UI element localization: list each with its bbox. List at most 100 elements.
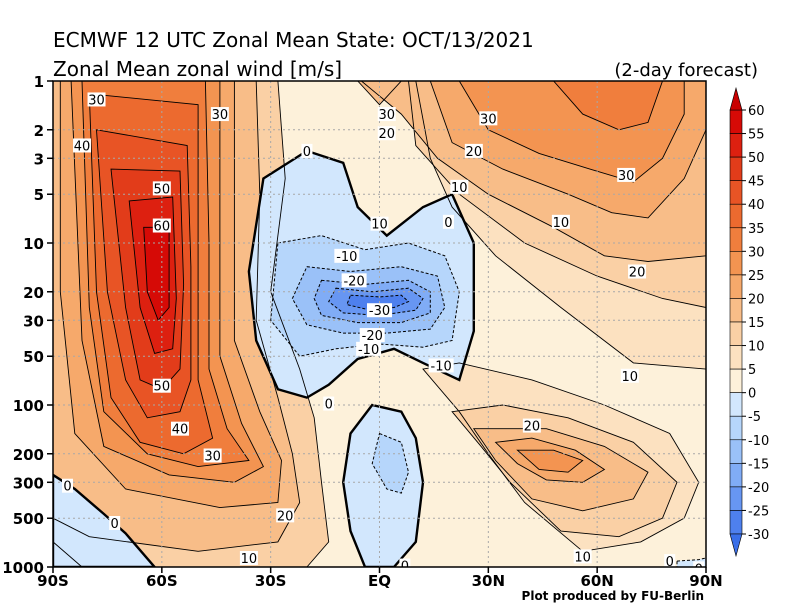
colorbar-label: 25 — [748, 269, 765, 284]
contour-label-text: -10 — [358, 343, 379, 358]
contour-label-bg — [370, 216, 389, 231]
contour-line-24 — [291, 266, 446, 334]
contour-line-5 — [88, 93, 214, 455]
contour-label-29: 0 — [323, 396, 335, 413]
colorbar-label: -30 — [748, 528, 769, 543]
contour-line-29 — [371, 432, 410, 494]
colorbar-cell — [729, 203, 743, 229]
y-tick-label: 10 — [23, 235, 44, 253]
contour-line-3 — [70, 81, 264, 483]
colorbar-label: 5 — [748, 363, 756, 378]
contour-label-bg — [210, 107, 229, 122]
contour-label-bg — [617, 167, 636, 182]
contour-label-bg — [109, 515, 121, 530]
contour-line-6 — [96, 129, 192, 419]
contour-label-text: 0 — [303, 145, 311, 160]
colorbar-label: -20 — [748, 481, 769, 496]
x-tick-label: 60S — [146, 572, 178, 590]
contour-label-34: 0 — [664, 554, 676, 570]
contour-label-17: 10 — [450, 179, 469, 196]
contour-line-7 — [110, 168, 185, 390]
contour-label-text: 0 — [444, 216, 452, 231]
shade-region-9 — [143, 227, 170, 321]
contour-label-bg — [203, 448, 222, 463]
y-tick-label: 1 — [34, 73, 44, 91]
contour-label-25: -30 — [367, 303, 392, 319]
contour-label-bg — [62, 478, 74, 493]
contour-label-text: 30 — [480, 112, 497, 127]
colorbar-label: 30 — [748, 245, 765, 260]
contour-label-21: 30 — [617, 167, 636, 184]
contour-label-bg — [522, 418, 541, 433]
contour-label-bg — [367, 303, 392, 318]
colorbar-label: 0 — [748, 387, 756, 402]
contour-label-bg — [87, 92, 106, 107]
contour-label-bg — [377, 107, 396, 122]
contour-label-bg — [301, 143, 313, 158]
contour-label-bg — [170, 421, 189, 436]
contour-label-bg — [73, 138, 92, 153]
colorbar: 605550454035302520151050-5-10-15-20-25-3… — [729, 86, 769, 558]
contour-label-bg — [664, 554, 676, 567]
contour-line-25 — [313, 279, 431, 324]
shade-region-30 — [53, 474, 155, 567]
contour-label-text: 60 — [154, 220, 171, 235]
y-tick-label: 1000 — [2, 559, 44, 577]
contour-label-text: 0 — [63, 480, 71, 495]
contour-label-bg — [377, 126, 396, 141]
contour-label-13: 30 — [377, 107, 396, 123]
colorbar-label: 15 — [748, 316, 765, 331]
contour-line-23 — [270, 235, 460, 357]
contour-label-text: -10 — [336, 250, 357, 265]
colorbar-cell — [729, 274, 743, 299]
contour-label-33: 0 — [399, 558, 411, 567]
colorbar-cell — [729, 486, 743, 511]
x-tick-label: 60N — [580, 572, 613, 590]
shade-region-29 — [372, 433, 409, 494]
contour-label-27: -10 — [356, 341, 382, 358]
contour-label-text: 0 — [695, 562, 703, 577]
contour-line-20 — [494, 437, 606, 483]
shade-region-27 — [346, 295, 409, 309]
colorbar-cell — [729, 439, 743, 464]
y-tick-label: 500 — [13, 510, 44, 528]
y-axis: 1 2 3 5 10 20 30 50 100 200 300 500 1000 — [2, 73, 53, 577]
y-tick-label: 20 — [23, 284, 44, 302]
colorbar-label: 60 — [748, 104, 765, 119]
contour-label-bg — [551, 214, 570, 229]
contour-line-15 — [553, 81, 663, 131]
colorbar-cell — [729, 415, 743, 441]
contour-label-bg — [323, 396, 335, 411]
contour-label-10: 0 — [62, 478, 74, 495]
contour-label-8: 20 — [276, 508, 295, 524]
contour-labels: 30 30 40 50 60 50 40 30 20 10 0 0 0 30 20 30 20 10 10 0 10 30… — [62, 92, 705, 577]
contour-label-text: 20 — [466, 145, 483, 160]
chart-title: ECMWF 12 UTC Zonal Mean State: OCT/13/20… — [53, 28, 534, 52]
contour-label-text: -20 — [343, 274, 364, 289]
contour-label-bg — [152, 181, 171, 196]
colorbar-cell — [729, 368, 743, 393]
contour-line-2 — [59, 81, 282, 509]
contour-label-text: 20 — [629, 266, 646, 281]
contour-line-0 — [53, 81, 330, 567]
contour-label-16: 20 — [464, 143, 483, 160]
contour-label-bg — [399, 558, 411, 567]
contour-label-bg — [334, 248, 360, 263]
contour-label-30: 10 — [620, 368, 639, 385]
contour-label-bg — [620, 368, 639, 383]
plot-area: 30 30 40 50 60 50 40 30 20 10 0 0 0 30 20 30 20 10 10 0 10 30… — [53, 81, 706, 577]
contour-label-text: 0 — [325, 398, 333, 413]
contour-label-text: 0 — [666, 555, 674, 570]
x-tick-label: EQ — [368, 572, 391, 590]
contour-label-text: -20 — [362, 329, 383, 344]
forecast-note: (2-day forecast) — [614, 60, 758, 81]
contour-label-12: 0 — [301, 143, 313, 160]
contour-label-23: -10 — [334, 248, 360, 265]
gridlines — [53, 81, 706, 567]
colorbar-label: 10 — [748, 340, 765, 355]
zero-contour-2 — [53, 473, 157, 567]
contour-label-text: 40 — [74, 139, 91, 154]
y-tick-label: 3 — [34, 150, 44, 168]
contour-label-3: 50 — [152, 181, 171, 197]
